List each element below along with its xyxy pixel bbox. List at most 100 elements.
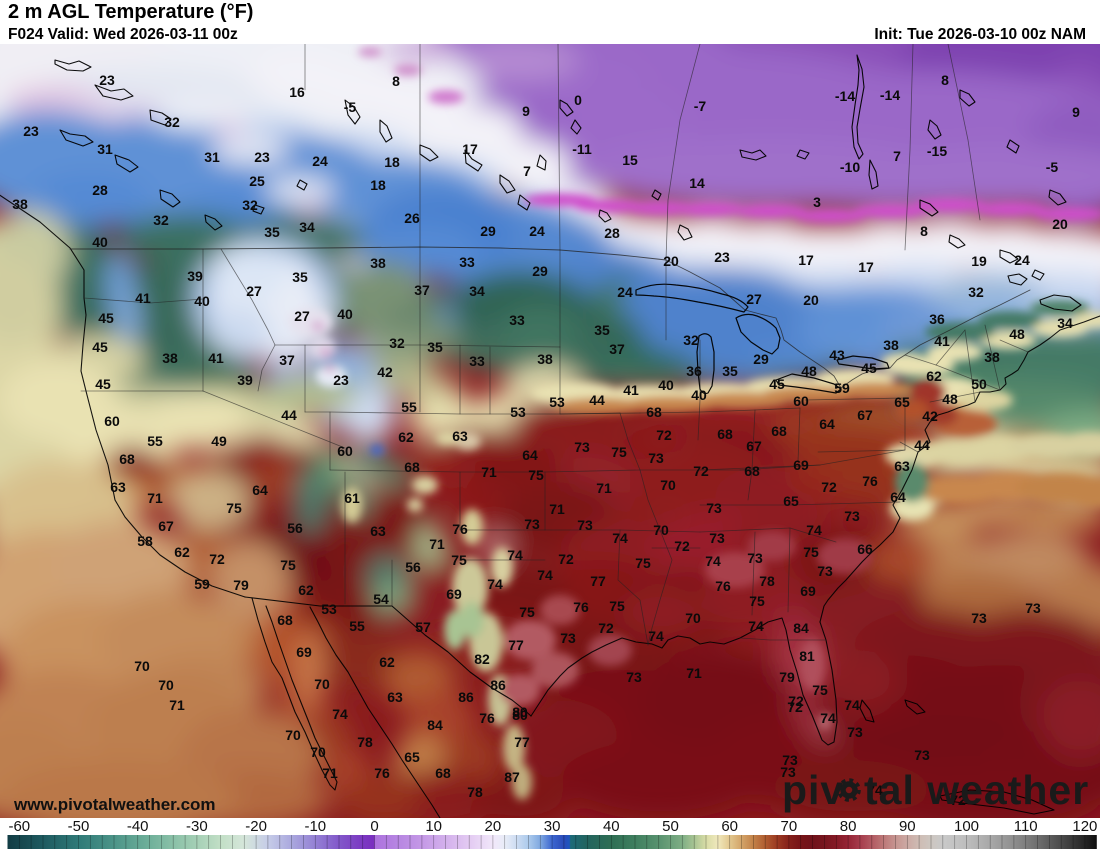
svg-text:70: 70 — [781, 818, 798, 835]
svg-text:49: 49 — [211, 433, 227, 449]
svg-text:67: 67 — [746, 438, 762, 454]
svg-text:78: 78 — [467, 784, 483, 800]
svg-text:69: 69 — [446, 586, 462, 602]
svg-text:58: 58 — [137, 533, 153, 549]
svg-text:17: 17 — [798, 252, 814, 268]
svg-text:8: 8 — [941, 72, 949, 88]
svg-text:110: 110 — [1014, 818, 1038, 835]
svg-text:65: 65 — [404, 749, 420, 765]
svg-text:67: 67 — [158, 518, 174, 534]
svg-text:76: 76 — [479, 710, 495, 726]
svg-text:69: 69 — [800, 583, 816, 599]
svg-text:72: 72 — [788, 693, 804, 709]
svg-text:60: 60 — [721, 818, 738, 835]
svg-text:-5: -5 — [1046, 159, 1059, 175]
svg-text:75: 75 — [280, 557, 296, 573]
svg-text:75: 75 — [528, 467, 544, 483]
svg-text:-60: -60 — [8, 818, 30, 835]
svg-text:66: 66 — [857, 541, 873, 557]
svg-text:72: 72 — [209, 551, 225, 567]
svg-text:44: 44 — [281, 407, 297, 423]
svg-text:37: 37 — [414, 282, 430, 298]
svg-text:68: 68 — [771, 423, 787, 439]
svg-text:24: 24 — [529, 223, 545, 239]
svg-text:43: 43 — [829, 347, 845, 363]
svg-text:120: 120 — [1072, 818, 1097, 835]
svg-text:62: 62 — [379, 654, 395, 670]
svg-text:38: 38 — [370, 255, 386, 271]
svg-text:45: 45 — [861, 360, 877, 376]
svg-text:40: 40 — [92, 234, 108, 250]
svg-text:75: 75 — [226, 500, 242, 516]
svg-text:18: 18 — [370, 177, 386, 193]
svg-text:29: 29 — [753, 351, 769, 367]
svg-text:23: 23 — [254, 149, 270, 165]
svg-text:64: 64 — [890, 489, 906, 505]
svg-text:45: 45 — [769, 376, 785, 392]
svg-text:48: 48 — [1009, 326, 1025, 342]
svg-text:35: 35 — [722, 363, 738, 379]
svg-text:56: 56 — [287, 520, 303, 536]
svg-text:68: 68 — [277, 612, 293, 628]
svg-text:62: 62 — [174, 544, 190, 560]
svg-text:72: 72 — [558, 551, 574, 567]
svg-text:73: 73 — [1025, 600, 1041, 616]
svg-text:71: 71 — [429, 536, 445, 552]
svg-text:76: 76 — [374, 765, 390, 781]
svg-text:75: 75 — [519, 604, 535, 620]
svg-text:20: 20 — [663, 253, 679, 269]
svg-text:64: 64 — [252, 482, 268, 498]
svg-text:73: 73 — [574, 439, 590, 455]
svg-text:69: 69 — [296, 644, 312, 660]
svg-text:-40: -40 — [127, 818, 149, 835]
svg-text:38: 38 — [12, 196, 28, 212]
svg-text:67: 67 — [857, 407, 873, 423]
svg-text:32: 32 — [164, 114, 180, 130]
svg-text:72: 72 — [950, 792, 966, 808]
svg-text:55: 55 — [147, 433, 163, 449]
svg-text:75: 75 — [609, 598, 625, 614]
svg-text:piv: piv — [782, 767, 844, 813]
svg-text:48: 48 — [801, 363, 817, 379]
svg-text:75: 75 — [803, 544, 819, 560]
svg-text:73: 73 — [577, 517, 593, 533]
svg-text:-14: -14 — [835, 88, 855, 104]
svg-text:72: 72 — [656, 427, 672, 443]
svg-text:80: 80 — [512, 707, 528, 723]
svg-text:-10: -10 — [304, 818, 326, 835]
svg-text:-50: -50 — [68, 818, 90, 835]
svg-text:48: 48 — [942, 391, 958, 407]
svg-text:70: 70 — [660, 477, 676, 493]
svg-text:23: 23 — [333, 372, 349, 388]
svg-text:-14: -14 — [880, 87, 900, 103]
svg-text:35: 35 — [427, 339, 443, 355]
svg-text:74: 74 — [705, 553, 721, 569]
svg-text:63: 63 — [110, 479, 126, 495]
svg-text:38: 38 — [162, 350, 178, 366]
svg-text:76: 76 — [715, 578, 731, 594]
svg-text:-30: -30 — [186, 818, 208, 835]
svg-text:71: 71 — [169, 697, 185, 713]
svg-text:24: 24 — [312, 153, 328, 169]
svg-text:25: 25 — [249, 173, 265, 189]
svg-text:69: 69 — [793, 457, 809, 473]
svg-text:73: 73 — [817, 563, 833, 579]
svg-text:73: 73 — [914, 747, 930, 763]
svg-text:84: 84 — [427, 717, 443, 733]
svg-text:68: 68 — [435, 765, 451, 781]
svg-text:70: 70 — [653, 522, 669, 538]
svg-text:61: 61 — [344, 490, 360, 506]
svg-text:74: 74 — [507, 547, 523, 563]
svg-text:-11: -11 — [572, 141, 592, 157]
svg-text:tal weather: tal weather — [864, 767, 1089, 813]
svg-text:24: 24 — [617, 284, 633, 300]
svg-text:53: 53 — [549, 394, 565, 410]
svg-text:75: 75 — [749, 593, 765, 609]
svg-text:41: 41 — [934, 333, 950, 349]
svg-text:63: 63 — [387, 689, 403, 705]
svg-text:72: 72 — [598, 620, 614, 636]
svg-text:80: 80 — [840, 818, 857, 835]
svg-text:74: 74 — [612, 530, 628, 546]
svg-text:73: 73 — [782, 752, 798, 768]
svg-text:72: 72 — [821, 479, 837, 495]
